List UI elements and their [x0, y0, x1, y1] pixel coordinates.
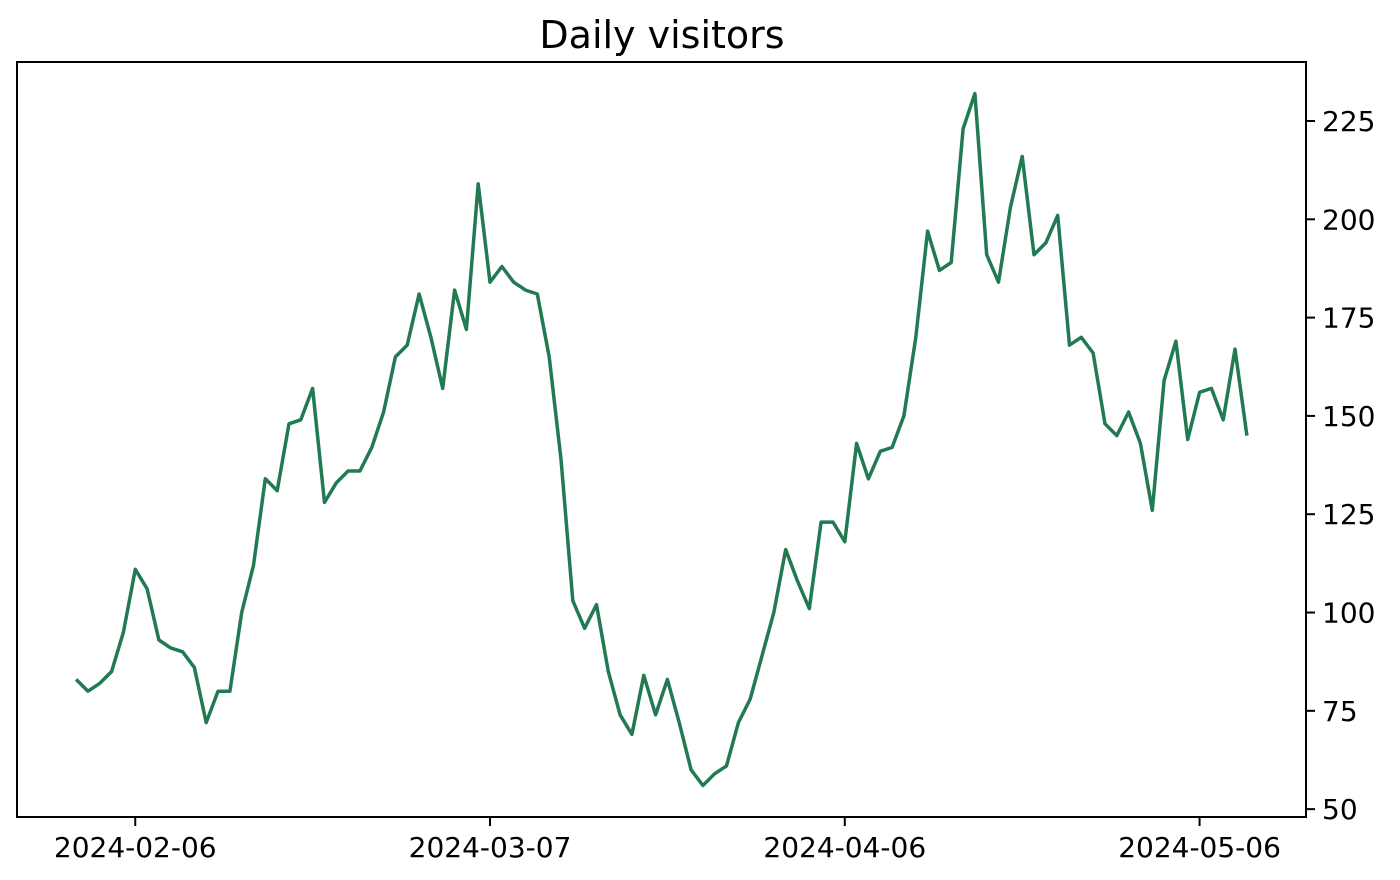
- y-tick-label: 200: [1322, 203, 1375, 236]
- y-tick-label: 125: [1322, 498, 1375, 531]
- x-tick-label: 2024-02-06: [54, 831, 217, 864]
- y-tick-label: 225: [1322, 105, 1375, 138]
- y-tick-label: 175: [1322, 302, 1375, 335]
- chart-title: Daily visitors: [539, 13, 784, 57]
- y-tick-label: 150: [1322, 400, 1375, 433]
- x-tick-label: 2024-05-06: [1118, 831, 1281, 864]
- series-line: [74, 91, 1249, 788]
- x-tick-label: 2024-04-06: [763, 831, 926, 864]
- y-tick-label: 75: [1322, 695, 1358, 728]
- y-tick-label: 100: [1322, 597, 1375, 630]
- plot-area-frame: [16, 61, 1307, 818]
- y-axis: 50 75 100 125 150 175 200 225: [1306, 105, 1375, 826]
- x-tick-label: 2024-03-07: [409, 831, 572, 864]
- y-tick-label: 50: [1322, 793, 1358, 826]
- x-axis: 2024-02-06 2024-03-07 2024-04-06 2024-05-06: [54, 817, 1281, 864]
